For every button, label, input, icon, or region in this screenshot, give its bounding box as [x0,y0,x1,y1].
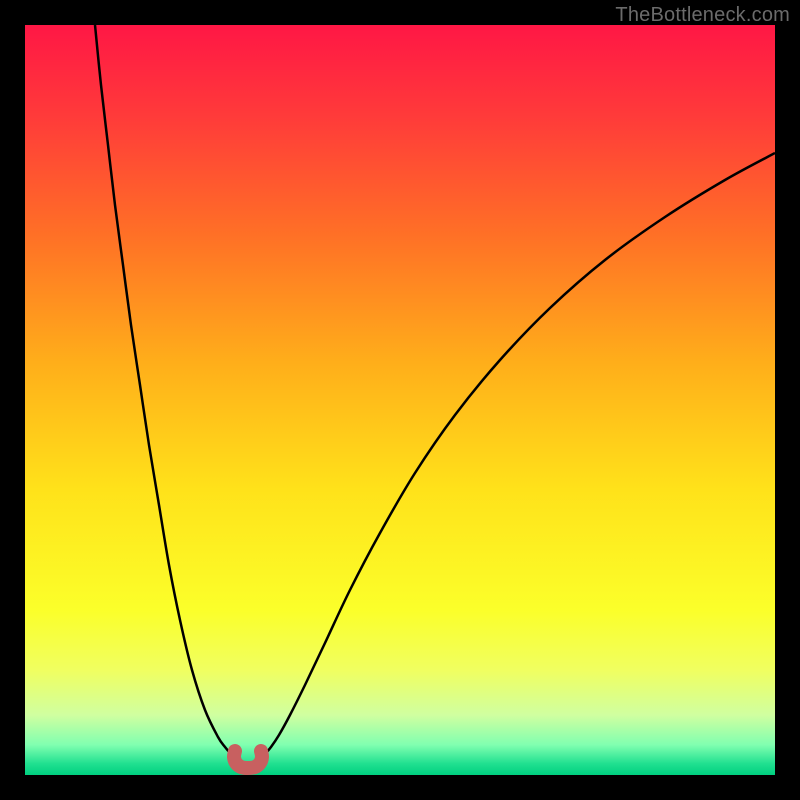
watermark-text: TheBottleneck.com [615,4,790,27]
chart-frame: TheBottleneck.com [0,0,800,800]
plot-area [25,25,775,775]
bottleneck-curve-chart [25,25,775,775]
gradient-background [25,25,775,775]
